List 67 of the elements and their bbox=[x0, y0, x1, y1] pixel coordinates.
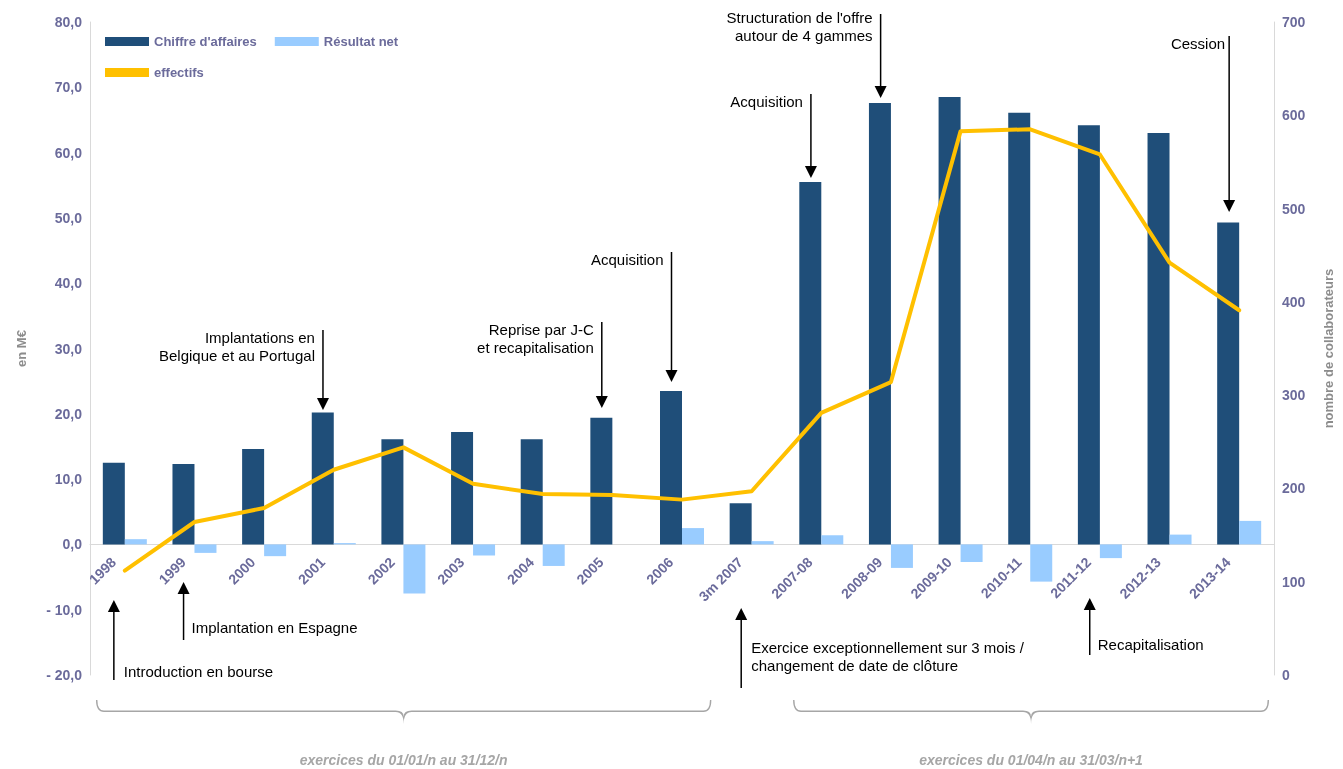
y-tick-label: 50,0 bbox=[54, 209, 83, 226]
y2-tick-label: 600 bbox=[1282, 107, 1306, 124]
y2-tick-label: 100 bbox=[1282, 573, 1306, 590]
y-tick-label: - 20,0 bbox=[46, 667, 83, 683]
y-tick-label: 60,0 bbox=[54, 144, 83, 161]
bar bbox=[1030, 544, 1053, 582]
legend-label: Chiffre d'affaires bbox=[154, 34, 257, 49]
y-tick-label: 40,0 bbox=[54, 275, 83, 292]
text: exercices du 01/04/n au 31/03/n+1 bbox=[919, 752, 1144, 768]
annotation: Implantation en Espagne bbox=[191, 619, 358, 636]
bar bbox=[821, 535, 844, 545]
bar bbox=[590, 417, 613, 545]
bar bbox=[542, 544, 565, 566]
y-tick-label: 20,0 bbox=[54, 405, 83, 422]
bar bbox=[682, 528, 704, 545]
bar bbox=[1077, 125, 1100, 545]
bar bbox=[264, 544, 287, 557]
annotation: Acquisition bbox=[590, 251, 664, 268]
y-axis-title: en M€ bbox=[14, 330, 29, 367]
annotation: Exercice exceptionnellement sur 3 mois / changement de date de clôture bbox=[751, 639, 1025, 674]
bar bbox=[751, 541, 774, 545]
bar bbox=[868, 102, 891, 545]
bar bbox=[194, 544, 217, 553]
bar bbox=[660, 390, 682, 545]
bar bbox=[1147, 133, 1170, 545]
y2-tick-label: 700 bbox=[1282, 14, 1306, 30]
bar bbox=[381, 439, 404, 545]
y2-tick-label: 500 bbox=[1282, 200, 1306, 217]
bar bbox=[1239, 520, 1262, 545]
bar bbox=[960, 544, 983, 563]
bar bbox=[473, 544, 496, 556]
bar bbox=[1169, 534, 1192, 545]
annotation: Cession bbox=[1170, 35, 1226, 52]
bar bbox=[938, 97, 961, 545]
y-tick-label: 30,0 bbox=[54, 340, 83, 357]
y2-tick-label: 400 bbox=[1282, 293, 1306, 310]
annotation: Acquisition bbox=[730, 93, 803, 110]
text: exercices du 01/01/n au 31/12/n bbox=[299, 752, 508, 768]
annotation: Implantations en Belgique et au Portugal bbox=[159, 329, 315, 364]
bar bbox=[242, 449, 265, 545]
annotation: Structuration de l'offre autour de 4 gammes bbox=[726, 9, 873, 44]
legend-label: Résultat net bbox=[323, 34, 399, 49]
annotation: Reprise par J-C et recapitalisation bbox=[477, 321, 594, 356]
bar bbox=[451, 432, 474, 545]
bar bbox=[403, 544, 426, 594]
bar bbox=[890, 544, 913, 568]
legend-label: effectifs bbox=[154, 65, 204, 80]
bar bbox=[124, 539, 147, 545]
bar bbox=[799, 181, 822, 545]
y-tick-label: - 10,0 bbox=[46, 601, 83, 618]
annotation: Introduction en bourse bbox=[123, 663, 274, 680]
bar bbox=[1217, 222, 1240, 545]
bar bbox=[1099, 544, 1122, 559]
bar bbox=[102, 462, 125, 545]
y2-tick-label: 200 bbox=[1282, 480, 1306, 497]
y2-tick-label: 0 bbox=[1282, 667, 1290, 683]
bar bbox=[172, 464, 195, 545]
y-tick-label: 0,0 bbox=[62, 536, 83, 553]
bar bbox=[520, 439, 543, 545]
y2-tick-label: 300 bbox=[1282, 387, 1306, 404]
bar bbox=[1008, 112, 1031, 545]
annotation: Recapitalisation bbox=[1097, 636, 1204, 653]
y-tick-label: 70,0 bbox=[54, 79, 83, 96]
y-tick-label: 10,0 bbox=[54, 471, 83, 488]
bar bbox=[729, 503, 752, 545]
y2-axis-title: nombre de collaborateurs bbox=[1321, 268, 1336, 429]
y-tick-label: 80,0 bbox=[54, 14, 83, 30]
